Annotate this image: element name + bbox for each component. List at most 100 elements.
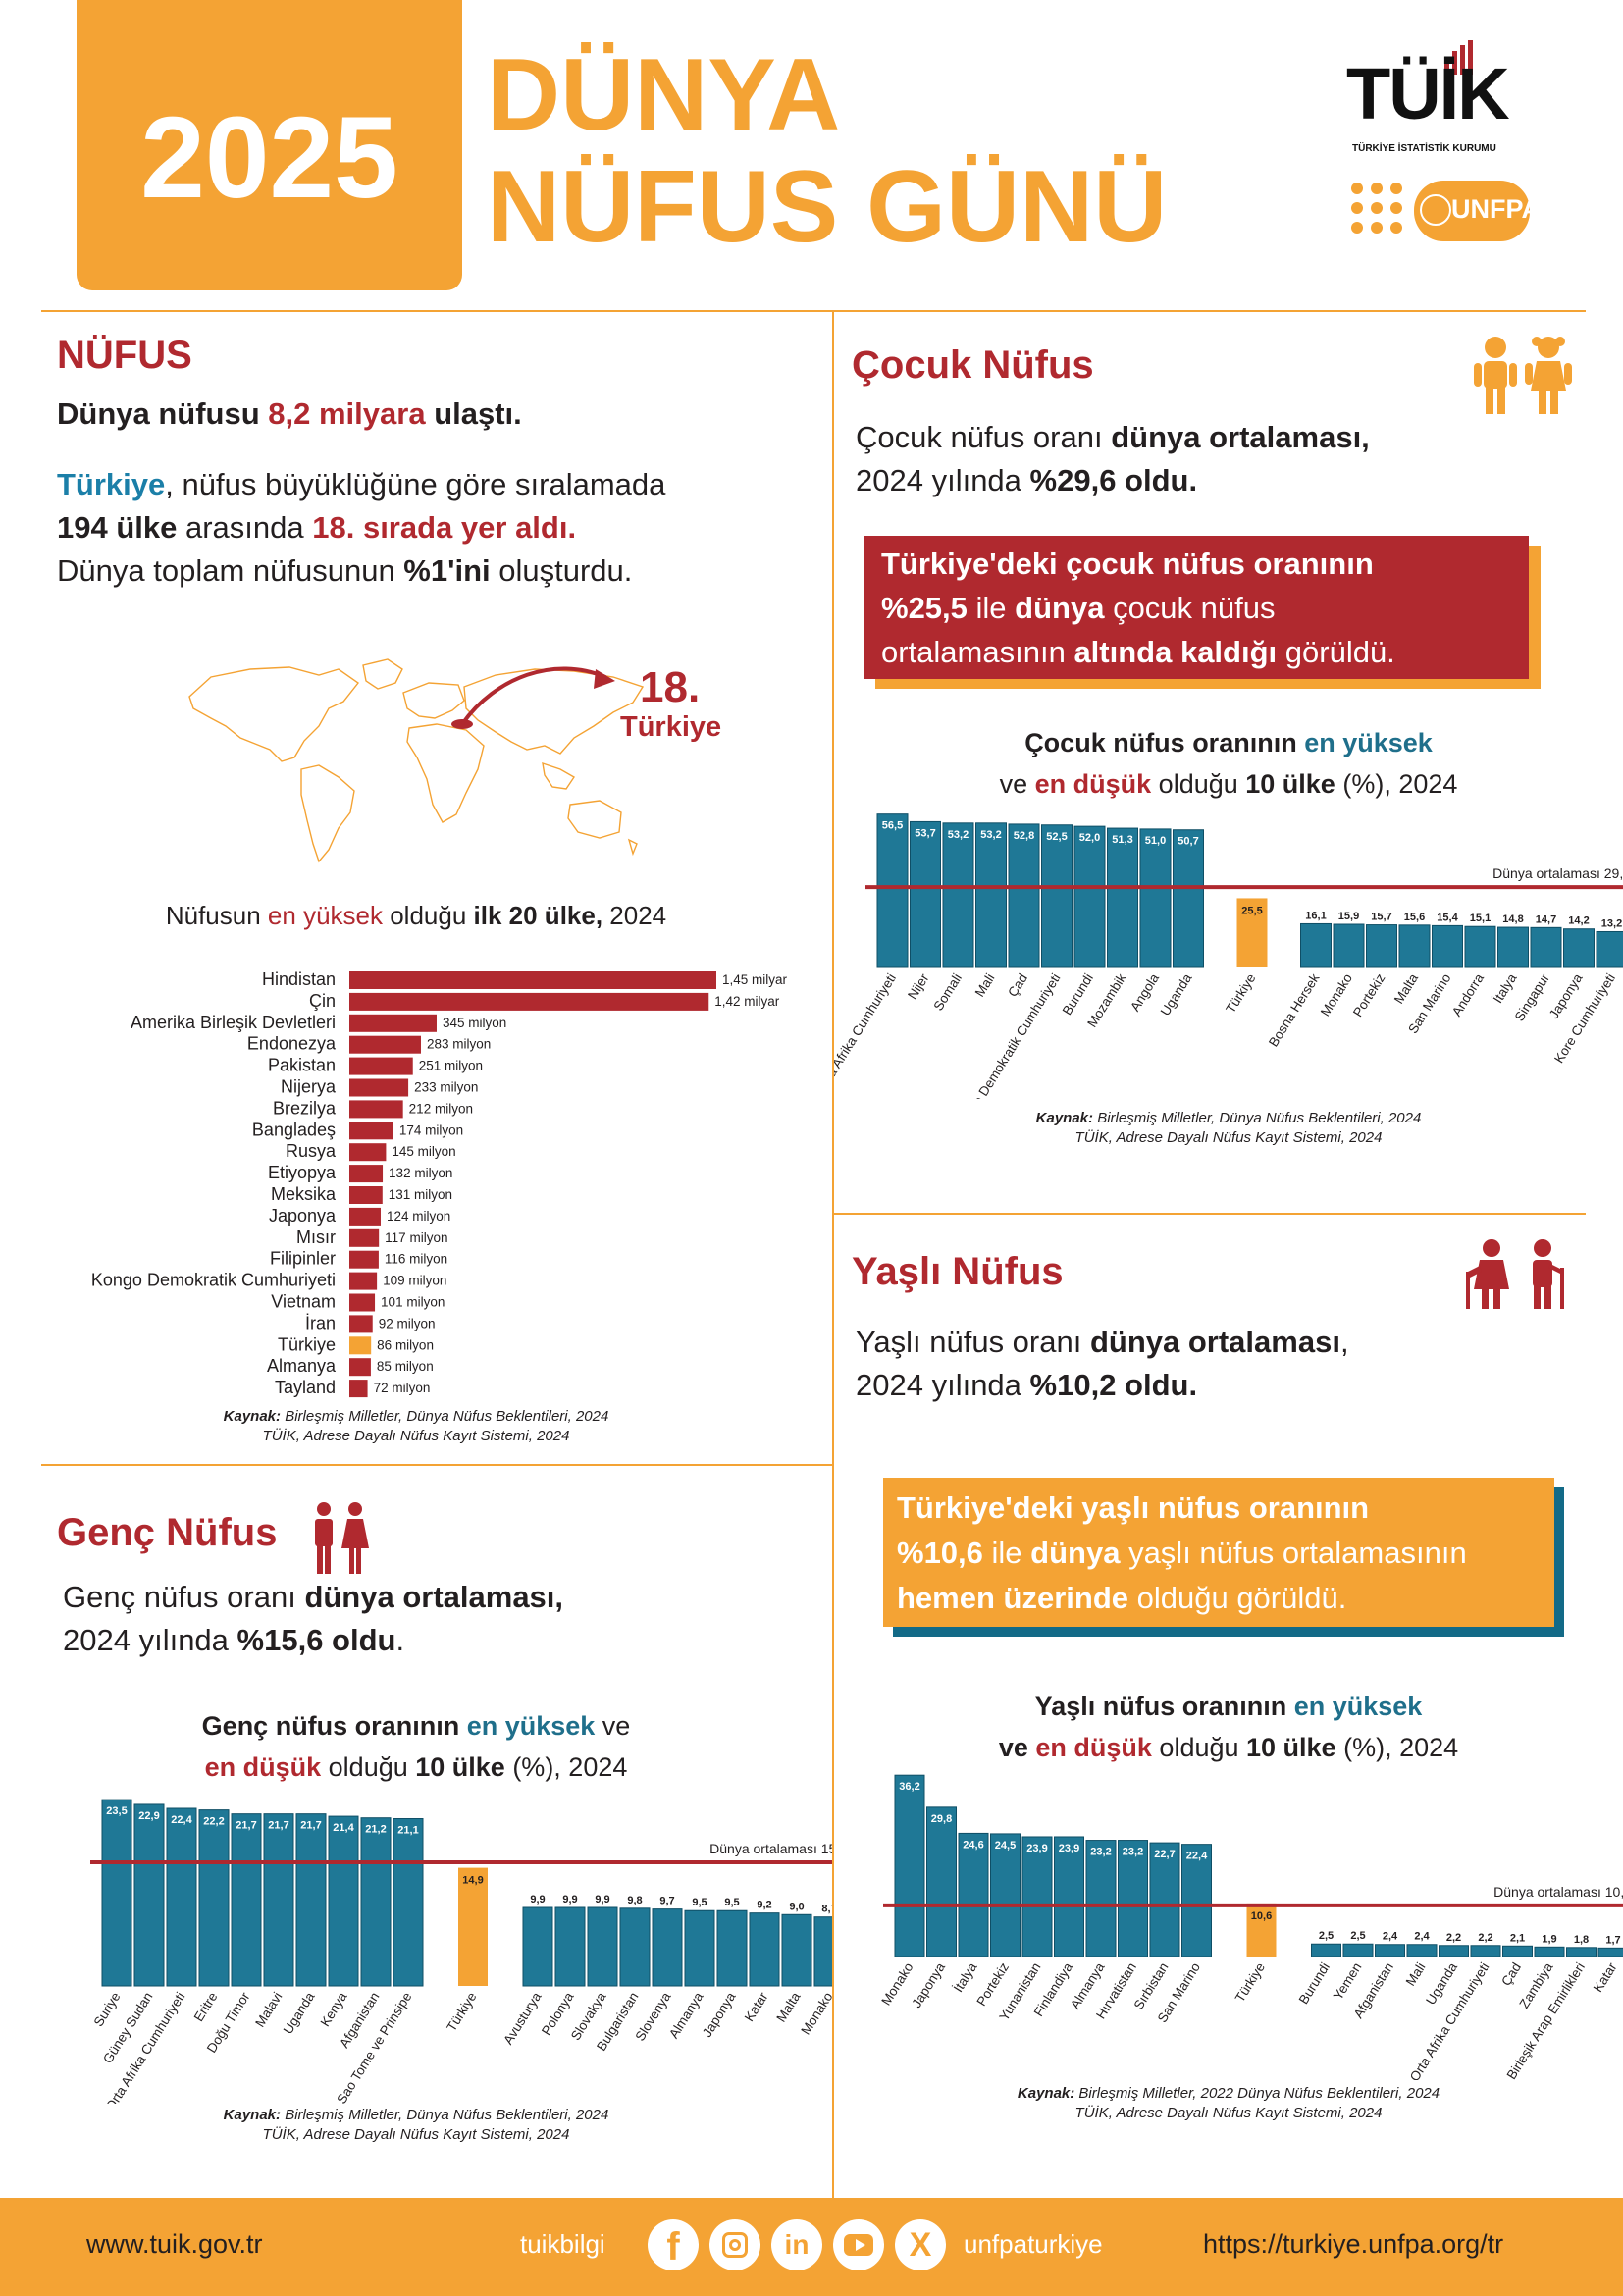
yasli-bar	[1566, 1947, 1597, 1957]
genc-value-label: 21,7	[268, 1820, 288, 1832]
cocuk-bar	[1398, 924, 1431, 968]
genc-category-label: Kenya	[318, 1989, 350, 2029]
linkedin-icon[interactable]: in	[771, 2219, 822, 2270]
top20-bar	[349, 1358, 371, 1377]
cocuk-bar	[1236, 898, 1268, 967]
cocuk-value-label: 15,4	[1437, 912, 1458, 923]
tuik-logo: TÜİK TÜRKİYE İSTATİSTİK KURUMU	[1346, 37, 1533, 165]
genc-title: Genç Nüfus	[57, 1511, 278, 1554]
cocuk-value-label: 51,3	[1112, 834, 1132, 846]
genc-category-label: Suriye	[91, 1990, 124, 2029]
yasli-category-label: Çad	[1498, 1960, 1524, 1989]
cocuk-bar	[1530, 926, 1562, 968]
top20-category-label: Kongo Demokratik Cumhuriyeti	[91, 1271, 336, 1290]
cocuk-value-label: 51,0	[1145, 835, 1166, 847]
yasli-category-label: Burundi	[1296, 1960, 1333, 2007]
top20-value-label: 101 milyon	[381, 1295, 445, 1310]
top20-value-label: 131 milyon	[389, 1187, 452, 1202]
top20-value-label: 109 milyon	[383, 1274, 446, 1288]
unfpa-dots-icon	[1351, 183, 1402, 234]
footer-url-right[interactable]: https://turkiye.unfpa.org/tr	[1203, 2229, 1504, 2259]
cocuk-bar	[1464, 925, 1496, 968]
world-map	[188, 658, 645, 863]
top20-bar	[349, 1035, 421, 1054]
top20-value-label: 85 milyon	[377, 1359, 434, 1374]
genc-bar	[652, 1908, 683, 1987]
cocuk-value-label: 53,2	[980, 829, 1001, 841]
x-icon[interactable]: X	[895, 2219, 946, 2270]
top20-category-label: Hindistan	[262, 969, 336, 989]
youtube-icon[interactable]	[833, 2219, 884, 2270]
footer-website[interactable]: www.tuik.gov.tr	[86, 2229, 263, 2259]
yasli-text: Yaşlı nüfus oranı dünya ortalaması, 2024…	[856, 1325, 1349, 1402]
genc-bar	[619, 1907, 651, 1987]
cocuk-bar	[1107, 827, 1138, 968]
yasli-bar	[990, 1833, 1021, 1957]
cocuk-value-label: 15,9	[1338, 911, 1359, 922]
cocuk-bar	[1596, 930, 1623, 968]
top20-category-label: Pakistan	[268, 1056, 336, 1075]
yasli-value-label: 1,8	[1574, 1934, 1589, 1946]
yasli-title: Yaşlı Nüfus	[852, 1250, 1064, 1293]
genc-category-label: Türkiye	[444, 1990, 479, 2034]
cocuk-value-label: 52,5	[1046, 831, 1067, 843]
genc-value-label: 22,2	[203, 1816, 224, 1828]
top20-bar	[349, 1186, 383, 1204]
yasli-bar	[1534, 1946, 1565, 1957]
top20-category-label: Bangladeş	[252, 1120, 336, 1139]
genc-value-label: 9,5	[692, 1897, 707, 1908]
yasli-value-label: 23,2	[1090, 1847, 1111, 1858]
yasli-value-label: 2,5	[1350, 1930, 1365, 1942]
cocuk-chart-title: Çocuk nüfus oranının en yüksek ve en düş…	[999, 728, 1458, 799]
cocuk-value-label: 13,2	[1601, 917, 1622, 929]
genc-value-label: 9,9	[562, 1894, 577, 1905]
footer-handle-right[interactable]: unfpaturkiye	[964, 2229, 1103, 2259]
cocuk-bar	[1300, 922, 1332, 968]
genc-source: Kaynak: Birleşmiş Milletler, Dünya Nüfus…	[223, 2107, 609, 2143]
yasli-bar	[1021, 1836, 1053, 1957]
yasli-bar	[1342, 1943, 1374, 1957]
genc-bar	[295, 1813, 327, 1987]
cocuk-value-label: 52,0	[1079, 832, 1100, 844]
cocuk-category-label: İtalya	[1491, 970, 1520, 1006]
cocuk-value-label: 16,1	[1305, 910, 1326, 921]
yasli-value-label: 1,9	[1542, 1933, 1556, 1945]
facebook-icon[interactable]: f	[648, 2219, 699, 2270]
genc-bar	[522, 1906, 553, 1987]
top20-bar	[349, 1207, 381, 1226]
top20-bar	[349, 992, 709, 1011]
yasli-category-label: Yemen	[1331, 1960, 1365, 2003]
genc-value-label: 9,8	[627, 1895, 642, 1906]
top20-value-label: 1,45 milyar	[722, 972, 788, 987]
yasli-bar	[1502, 1945, 1533, 1957]
top20-value-label: 1,42 milyar	[714, 994, 780, 1009]
yasli-category-label: İtalya	[951, 1959, 980, 1995]
tuik-logo-text: TÜİK	[1346, 53, 1510, 134]
genc-value-label: 21,4	[333, 1822, 354, 1834]
top20-bar	[349, 1315, 373, 1333]
cocuk-title: Çocuk Nüfus	[852, 343, 1094, 387]
yasli-value-label: 2,2	[1478, 1932, 1492, 1944]
top20-source: Kaynak: Birleşmiş Milletler, Dünya Nüfus…	[223, 1408, 609, 1444]
cocuk-value-label: 50,7	[1178, 836, 1198, 848]
top20-bar	[349, 971, 716, 989]
instagram-icon[interactable]	[709, 2219, 760, 2270]
cocuk-bar	[1173, 829, 1204, 968]
top20-value-label: 283 milyon	[427, 1037, 491, 1052]
top20-bar	[349, 1272, 378, 1290]
yasli-source: Kaynak: Birleşmiş Milletler, 2022 Dünya …	[1017, 2085, 1440, 2121]
genc-bar	[101, 1799, 132, 1987]
year-text: 2025	[140, 93, 398, 223]
top20-value-label: 86 milyon	[377, 1337, 434, 1352]
cocuk-category-label: Kore Cumhuriyeti	[1551, 971, 1618, 1066]
cocuk-callout-box: Türkiye'deki çocuk nüfus oranının %25,5 …	[864, 536, 1529, 679]
top20-bar	[349, 1293, 376, 1312]
yasli-value-label: 23,9	[1059, 1843, 1079, 1854]
top20-category-label: Vietnam	[271, 1292, 336, 1312]
top20-category-label: Amerika Birleşik Devletleri	[131, 1013, 336, 1032]
top20-value-label: 345 milyon	[443, 1016, 506, 1030]
footer-handle-left[interactable]: tuikbilgi	[520, 2229, 605, 2259]
genc-value-label: 9,9	[595, 1894, 609, 1905]
cocuk-bar	[1563, 928, 1595, 968]
cocuk-average-label: Dünya ortalaması 29,6	[1492, 865, 1623, 881]
